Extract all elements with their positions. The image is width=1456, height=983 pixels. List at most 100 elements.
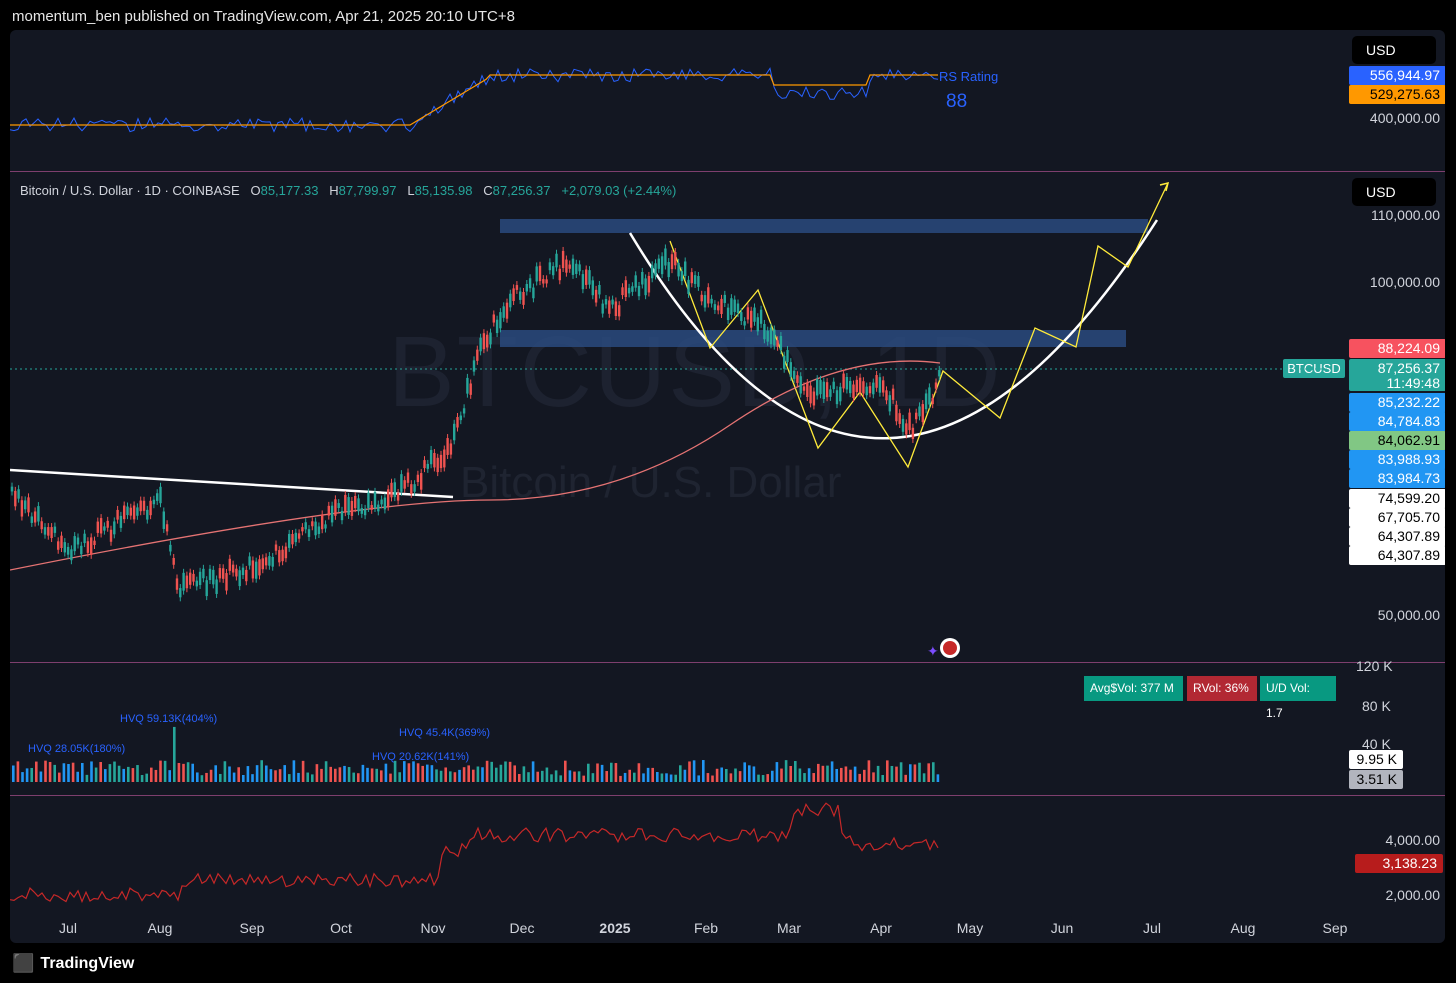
volume-bar <box>660 773 664 782</box>
brand-name: TradingView <box>40 954 135 972</box>
pane-separator[interactable] <box>10 795 1445 796</box>
volume-bar <box>380 770 383 782</box>
lower-scale-4000: 4,000.00 <box>1385 832 1441 848</box>
legend-symbol: Bitcoin / U.S. Dollar · 1D · COINBASE <box>20 183 240 198</box>
volume-bar <box>587 763 590 782</box>
price-tag: 83,988.93 <box>1349 450 1445 469</box>
candle-body <box>413 484 416 492</box>
volume-bar <box>545 767 549 782</box>
volume-bar <box>324 761 328 782</box>
candle-body <box>106 520 109 528</box>
volume-bar <box>508 761 512 782</box>
volume-bar <box>219 773 222 782</box>
candle-body <box>730 298 733 315</box>
candle-body <box>654 263 657 276</box>
candle-body <box>271 556 274 567</box>
price-tag: 64,307.89 <box>1349 527 1445 546</box>
volume-bar <box>932 762 935 782</box>
candle-body <box>205 580 208 597</box>
volume-bar <box>223 761 227 782</box>
legend-close-label: C <box>483 183 493 198</box>
candle-body <box>436 457 439 473</box>
volume-bar <box>315 764 319 782</box>
candle-body <box>278 550 281 563</box>
volume-bar <box>817 763 820 782</box>
volume-bar <box>798 768 802 782</box>
candle-body <box>149 500 152 516</box>
candle-body <box>334 499 337 516</box>
volume-bar <box>53 764 56 782</box>
volume-bar <box>867 760 871 782</box>
candle-body <box>677 262 680 277</box>
trend-line[interactable] <box>10 468 454 499</box>
candle-body <box>393 482 396 498</box>
volume-bar <box>127 766 130 782</box>
candle-body <box>33 511 37 523</box>
candle-body <box>644 278 647 296</box>
candle-body <box>601 303 604 314</box>
volume-bar <box>163 760 167 782</box>
price-tag: 83,984.73 <box>1349 469 1445 488</box>
volume-bar <box>476 766 480 782</box>
main-currency-button[interactable]: USD <box>1352 178 1436 206</box>
candle-body <box>357 498 360 512</box>
volume-bar <box>840 767 843 782</box>
legend-change: +2,079.03 (+2.44%) <box>561 183 677 198</box>
us-flag-icon[interactable] <box>940 638 960 658</box>
volume-bar <box>196 772 199 782</box>
candle-body <box>20 500 24 517</box>
candle-body <box>363 508 367 516</box>
candle-body <box>512 288 515 302</box>
volume-bar <box>191 763 194 782</box>
chart-frame[interactable]: USD RS Rating 88 556,944.97 529,275.63 4… <box>10 30 1445 943</box>
up-down-volume-stat: U/D Vol: 1.7 <box>1260 676 1336 720</box>
time-axis-label: Feb <box>693 920 719 936</box>
pane-separator[interactable] <box>10 662 1445 663</box>
candle-body <box>736 303 740 314</box>
candle-body <box>410 484 413 494</box>
candle-body <box>697 276 700 287</box>
time-axis-label: Sep <box>1322 920 1348 936</box>
candle-body <box>664 248 667 266</box>
candle-body <box>611 299 614 305</box>
resistance-zone-upper[interactable] <box>500 219 1148 233</box>
volume-bar <box>30 767 33 782</box>
volume-bar <box>518 774 521 782</box>
candle-body <box>119 515 123 528</box>
main-legend[interactable]: Bitcoin / U.S. Dollar · 1D · COINBASE O8… <box>20 183 676 198</box>
volume-bar <box>186 762 190 782</box>
candle-body <box>109 529 113 542</box>
volume-bar <box>669 774 673 782</box>
candle-body <box>340 510 344 521</box>
volume-bar <box>614 763 618 782</box>
volume-bar <box>453 772 457 782</box>
volume-bar <box>67 764 70 782</box>
candle-body <box>255 561 258 579</box>
candle-body <box>182 572 185 591</box>
candle-body <box>96 521 99 533</box>
candle-body <box>634 275 637 288</box>
candle-body <box>50 527 53 539</box>
candle-body <box>538 265 542 282</box>
volume-bar <box>311 774 314 782</box>
volume-bar <box>619 775 622 782</box>
sparkle-icon: ✦ <box>927 643 939 659</box>
candle-body <box>195 580 198 587</box>
rs-currency-button[interactable]: USD <box>1352 36 1436 64</box>
candle-body <box>30 516 33 523</box>
volume-bar <box>242 774 245 782</box>
volume-bar <box>274 770 277 782</box>
volume-bar <box>646 767 650 782</box>
time-axis-label: Dec <box>509 920 535 936</box>
projection-arrow-icon <box>1159 181 1170 192</box>
candle-body <box>37 506 40 522</box>
volume-bar <box>81 762 84 782</box>
volume-bar <box>361 764 365 782</box>
candle-body <box>139 500 142 512</box>
volume-bar <box>209 769 213 782</box>
pane-separator[interactable] <box>10 171 1445 172</box>
volume-bar <box>679 765 682 782</box>
candle-body <box>651 265 654 279</box>
candle-body <box>264 557 268 566</box>
candle-body <box>528 278 532 289</box>
